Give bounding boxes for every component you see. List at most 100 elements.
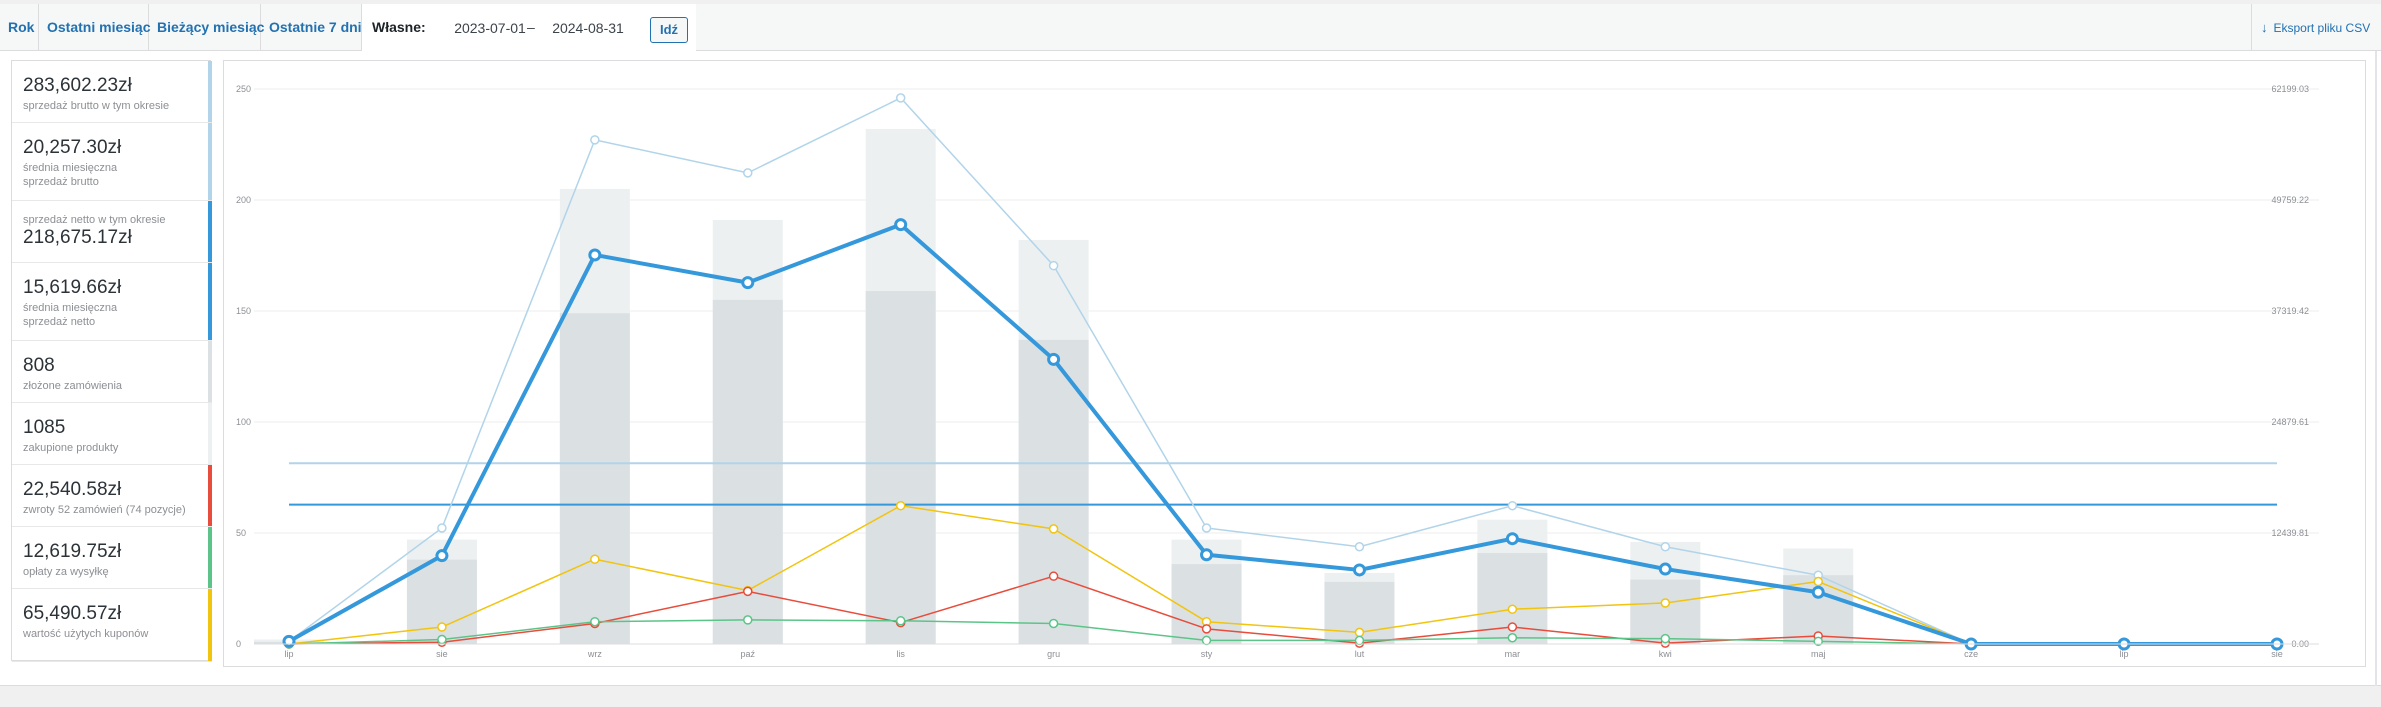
legend-item[interactable]: 65,490.57zł wartość użytych kuponów	[12, 589, 212, 662]
right-axis-tick-label: 49759.22	[2271, 195, 2309, 205]
start-date-input[interactable]	[444, 15, 536, 41]
data-point	[1354, 627, 1365, 638]
left-axis-tick-label: 250	[236, 84, 251, 94]
data-point	[1201, 635, 1212, 646]
data-point	[1507, 633, 1518, 643]
data-point	[743, 168, 753, 178]
legend-description: sprzedaż brutto w tym okresie	[23, 100, 170, 112]
series-line	[288, 97, 2277, 645]
legend-item[interactable]: 15,619.66zł średnia miesięczna sprzedaż n…	[12, 263, 212, 341]
data-point	[1201, 624, 1212, 634]
data-point	[588, 248, 602, 262]
range-tab[interactable]: Ostatni miesiąc	[39, 4, 151, 51]
legend-color-bar	[208, 201, 212, 262]
legend-amount: 283,602.23zł	[23, 75, 132, 96]
legend-amount: 65,490.57zł	[23, 603, 122, 624]
left-axis-tick-label: 0	[236, 639, 241, 649]
left-axis-tick-label: 200	[236, 195, 251, 205]
left-axis-tick-label: 100	[236, 417, 251, 427]
legend-item[interactable]: 283,602.23zł sprzedaż brutto w tym okresi…	[12, 61, 212, 123]
series-line	[288, 575, 2277, 645]
legend-color-bar	[208, 589, 212, 661]
legend-description: opłaty za wysyłkę	[23, 566, 109, 578]
legend-color-bar	[208, 403, 212, 464]
range-tab[interactable]: Bieżący miesiąc	[149, 4, 264, 51]
data-point	[741, 276, 755, 290]
data-point	[437, 523, 447, 533]
legend-amount: 12,619.75zł	[23, 541, 122, 562]
data-point	[1507, 500, 1518, 511]
legend-color-bar	[208, 465, 212, 526]
data-point	[437, 622, 447, 632]
legend-description: zwroty 52 zamówień (74 pozycje)	[23, 504, 186, 516]
legend-description: wartość użytych kuponów	[23, 628, 149, 640]
legend-item[interactable]: 12,619.75zł opłaty za wysyłkę	[12, 527, 212, 589]
go-button[interactable]: Idź	[650, 17, 688, 43]
legend-color-bar	[208, 61, 212, 122]
legend-amount: 1085	[23, 417, 66, 438]
data-point	[437, 634, 447, 645]
legend-color-bar	[208, 341, 212, 402]
legend-item[interactable]: 808 złożone zamówienia	[12, 341, 212, 403]
data-point	[282, 634, 296, 648]
data-point	[743, 615, 753, 625]
data-point	[895, 616, 906, 626]
x-axis-tick-label: kwi	[1659, 649, 1672, 659]
bar	[1630, 579, 1701, 644]
data-point	[1507, 604, 1518, 614]
end-date-input[interactable]	[542, 15, 634, 41]
data-point	[1813, 636, 1823, 647]
frame-edge	[2375, 4, 2377, 686]
date-range-bar: Rok Ostatni miesiąc Bieżący miesiąc Ostatni…	[0, 4, 2381, 51]
data-point	[1660, 633, 1671, 644]
legend-item[interactable]: 20,257.30zł średnia miesięczna sprzedaż b…	[12, 123, 212, 201]
right-axis-tick-label: 12439.81	[2271, 528, 2309, 538]
left-axis-tick-label: 50	[236, 528, 246, 538]
custom-range: Własne: – Idź	[362, 4, 696, 51]
data-point	[895, 500, 906, 511]
range-tab[interactable]: Ostatnie 7 dni	[261, 4, 362, 51]
data-point	[1354, 541, 1365, 552]
data-point	[590, 554, 600, 564]
legend-item[interactable]: 22,540.58zł zwroty 52 zamówień (74 pozycj…	[12, 465, 212, 527]
bar	[559, 313, 630, 644]
legend-description: średnia miesięczna sprzedaż netto	[23, 302, 118, 328]
x-axis-tick-label: sty	[1201, 649, 1213, 659]
data-point	[1352, 563, 1366, 577]
range-tab[interactable]: Rok	[0, 4, 39, 51]
x-axis-tick-label: lip	[284, 649, 293, 659]
data-point	[1354, 635, 1365, 646]
x-axis-tick-label: gru	[1047, 649, 1060, 659]
series-line	[288, 222, 2277, 646]
data-point	[1201, 523, 1212, 533]
x-axis-tick-label: paź	[741, 649, 756, 659]
data-point	[1048, 618, 1059, 629]
custom-range-label: Własne:	[372, 19, 426, 35]
export-csv-button[interactable]: ↓ Eksport pliku CSV	[2251, 4, 2375, 51]
data-point	[1658, 562, 1672, 576]
data-point	[590, 135, 600, 145]
data-point	[1660, 598, 1671, 608]
legend-amount: 20,257.30zł	[23, 137, 122, 158]
x-axis-tick-label: lis	[896, 649, 905, 659]
legend-item[interactable]: 1085 zakupione produkty	[12, 403, 212, 465]
x-axis-tick-label: lip	[2120, 649, 2129, 659]
legend-item[interactable]: sprzedaż netto w tym okresie 218,675.17zł	[12, 201, 212, 263]
right-axis-tick-label: 62199.03	[2271, 84, 2309, 94]
data-point	[1048, 260, 1059, 271]
data-point	[1813, 576, 1823, 587]
bar	[1018, 339, 1089, 644]
sales-chart: 0 0.00 50 12439.81 100 24879.61 150 37319.42 200…	[223, 60, 2366, 667]
x-axis-tick-label: maj	[1811, 649, 1826, 659]
legend-description: zakupione produkty	[23, 442, 119, 454]
x-axis-tick-label: mar	[1505, 649, 1521, 659]
legend-amount: 15,619.66zł	[23, 277, 122, 298]
data-point	[1047, 352, 1061, 366]
legend-color-bar	[208, 263, 212, 340]
data-point	[1505, 532, 1519, 546]
data-point	[1660, 541, 1671, 552]
legend-description: średnia miesięczna sprzedaż brutto	[23, 162, 118, 188]
left-axis-tick-label: 150	[236, 306, 251, 316]
bar	[865, 291, 936, 644]
